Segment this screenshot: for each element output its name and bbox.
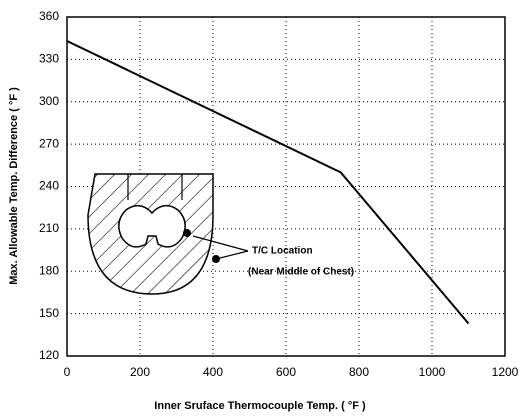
- y-tick-label: 330: [39, 52, 59, 66]
- y-tick-label: 240: [39, 179, 59, 193]
- x-axis-title: Inner Sruface Thermocouple Temp. ( °F ): [154, 400, 366, 412]
- y-tick-label: 270: [39, 136, 59, 150]
- x-tick-label: 200: [130, 365, 150, 379]
- annotation: T/C Location: [252, 246, 313, 257]
- y-tick-label: 180: [39, 263, 59, 277]
- x-tick-label: 800: [349, 365, 369, 379]
- x-tick-label: 400: [203, 365, 223, 379]
- annotation: (Near Middle of Chest): [248, 267, 354, 278]
- y-tick-label: 210: [39, 221, 59, 235]
- chest-diagram: [88, 174, 248, 294]
- x-tick-label: 0: [64, 365, 71, 379]
- x-tick-label: 600: [276, 365, 296, 379]
- y-tick-label: 360: [39, 9, 59, 23]
- y-axis-title: Max. Allowable Temp. Difference ( °F ): [8, 87, 20, 285]
- y-tick-label: 150: [39, 306, 59, 320]
- y-tick-label: 300: [39, 94, 59, 108]
- x-tick-label: 1200: [492, 365, 519, 379]
- chart: T/C Location (Near Middle of Chest) Inne…: [0, 0, 522, 416]
- x-tick-label: 1000: [419, 365, 446, 379]
- y-tick-label: 120: [39, 348, 59, 362]
